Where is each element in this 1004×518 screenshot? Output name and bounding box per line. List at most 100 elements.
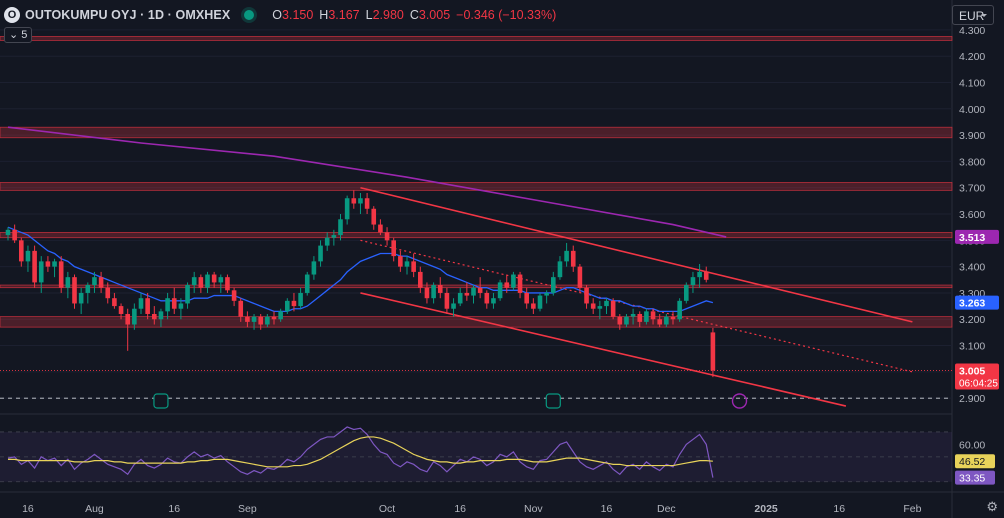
candle-body[interactable] [411,261,416,272]
candle-body[interactable] [537,295,543,309]
ma-line[interactable] [7,226,714,313]
candle-body[interactable] [225,277,230,291]
candle-body[interactable] [471,287,476,296]
candle-body[interactable] [258,316,263,325]
candle-body[interactable] [604,300,609,307]
candle-body[interactable] [364,198,370,209]
candle-body[interactable] [98,277,104,288]
resistance-zone[interactable] [0,232,953,239]
candle-body[interactable] [178,303,184,309]
candle-body[interactable] [697,271,702,278]
candle-body[interactable] [437,285,443,293]
candle-body[interactable] [145,298,150,314]
candle-body[interactable] [564,250,569,262]
candle-body[interactable] [524,292,529,304]
candle-body[interactable] [491,298,496,304]
candle-body[interactable] [710,332,716,371]
candle-body[interactable] [125,313,130,325]
symbol-logo-icon[interactable]: O [4,7,20,23]
candle-body[interactable] [245,316,250,322]
candle-body[interactable] [677,300,682,320]
rsi-line[interactable] [7,426,714,478]
candle-body[interactable] [231,290,237,301]
candle-body[interactable] [371,208,377,225]
candle-body[interactable] [265,316,270,325]
candle-body[interactable] [424,287,430,299]
candle-body[interactable] [590,303,596,309]
candle-body[interactable] [630,313,636,317]
candle-body[interactable] [517,274,523,293]
candle-body[interactable] [291,300,297,307]
candle-body[interactable] [19,240,24,262]
candle-body[interactable] [384,232,390,241]
candle-body[interactable] [664,316,669,325]
candle-body[interactable] [278,311,283,320]
candle-body[interactable] [637,313,643,322]
candle-body[interactable] [298,292,303,307]
ma200-line[interactable] [7,126,727,238]
candle-body[interactable] [238,300,244,317]
candle-body[interactable] [451,303,456,309]
symbol-title[interactable]: OUTOKUMPU OYJ · 1D · OMXHEX [25,8,231,22]
candle-body[interactable] [271,316,277,320]
currency-select[interactable]: EUR [952,5,994,25]
dividend-marker-icon[interactable] [731,393,748,409]
candle-body[interactable] [457,292,463,304]
candle-body[interactable] [331,235,337,238]
resistance-zone[interactable] [0,36,953,41]
candle-body[interactable] [398,256,403,267]
candle-body[interactable] [65,277,71,288]
candle-body[interactable] [311,261,317,275]
resistance-zone[interactable] [0,182,953,191]
candle-body[interactable] [165,298,170,312]
candle-body[interactable] [551,277,556,293]
candle-body[interactable] [85,285,91,293]
candle-body[interactable] [431,285,436,299]
candle-body[interactable] [344,198,350,220]
candle-body[interactable] [497,282,503,299]
earnings-marker-icon[interactable] [153,393,169,409]
candle-body[interactable] [597,306,603,309]
candle-body[interactable] [464,292,470,296]
candle-body[interactable] [584,287,589,304]
candle-body[interactable] [185,285,190,304]
candle-body[interactable] [72,277,77,304]
candle-body[interactable] [304,274,310,293]
candle-body[interactable] [531,303,536,309]
channel-upper-line[interactable] [360,186,913,323]
candle-body[interactable] [5,229,11,236]
candle-body[interactable] [404,261,410,267]
candle-body[interactable] [105,287,111,299]
resistance-zone[interactable] [0,316,953,328]
candle-body[interactable] [644,311,649,322]
earnings-marker-icon[interactable] [545,393,561,409]
candle-body[interactable] [251,316,257,322]
candle-body[interactable] [38,261,44,283]
candle-body[interactable] [205,274,210,288]
candle-body[interactable] [191,277,197,286]
candle-body[interactable] [544,292,549,296]
candle-body[interactable] [690,277,696,286]
candle-body[interactable] [484,292,490,304]
candle-body[interactable] [112,298,117,307]
candle-body[interactable] [152,313,157,320]
candle-body[interactable] [444,292,450,309]
candle-body[interactable] [338,219,343,236]
candle-body[interactable] [610,300,616,317]
candle-body[interactable] [703,271,709,280]
candle-body[interactable] [12,229,17,241]
candle-body[interactable] [358,198,363,204]
candle-body[interactable] [211,274,217,283]
candle-body[interactable] [78,292,84,304]
candle-body[interactable] [391,240,396,257]
candle-body[interactable] [617,316,623,325]
candle-body[interactable] [324,237,330,246]
gear-icon[interactable]: ⚙ [986,499,998,514]
candle-body[interactable] [577,266,583,288]
candle-body[interactable] [132,308,137,325]
candle-body[interactable] [318,245,323,262]
candle-body[interactable] [171,298,177,309]
candle-body[interactable] [138,298,144,309]
candle-body[interactable] [58,261,64,288]
